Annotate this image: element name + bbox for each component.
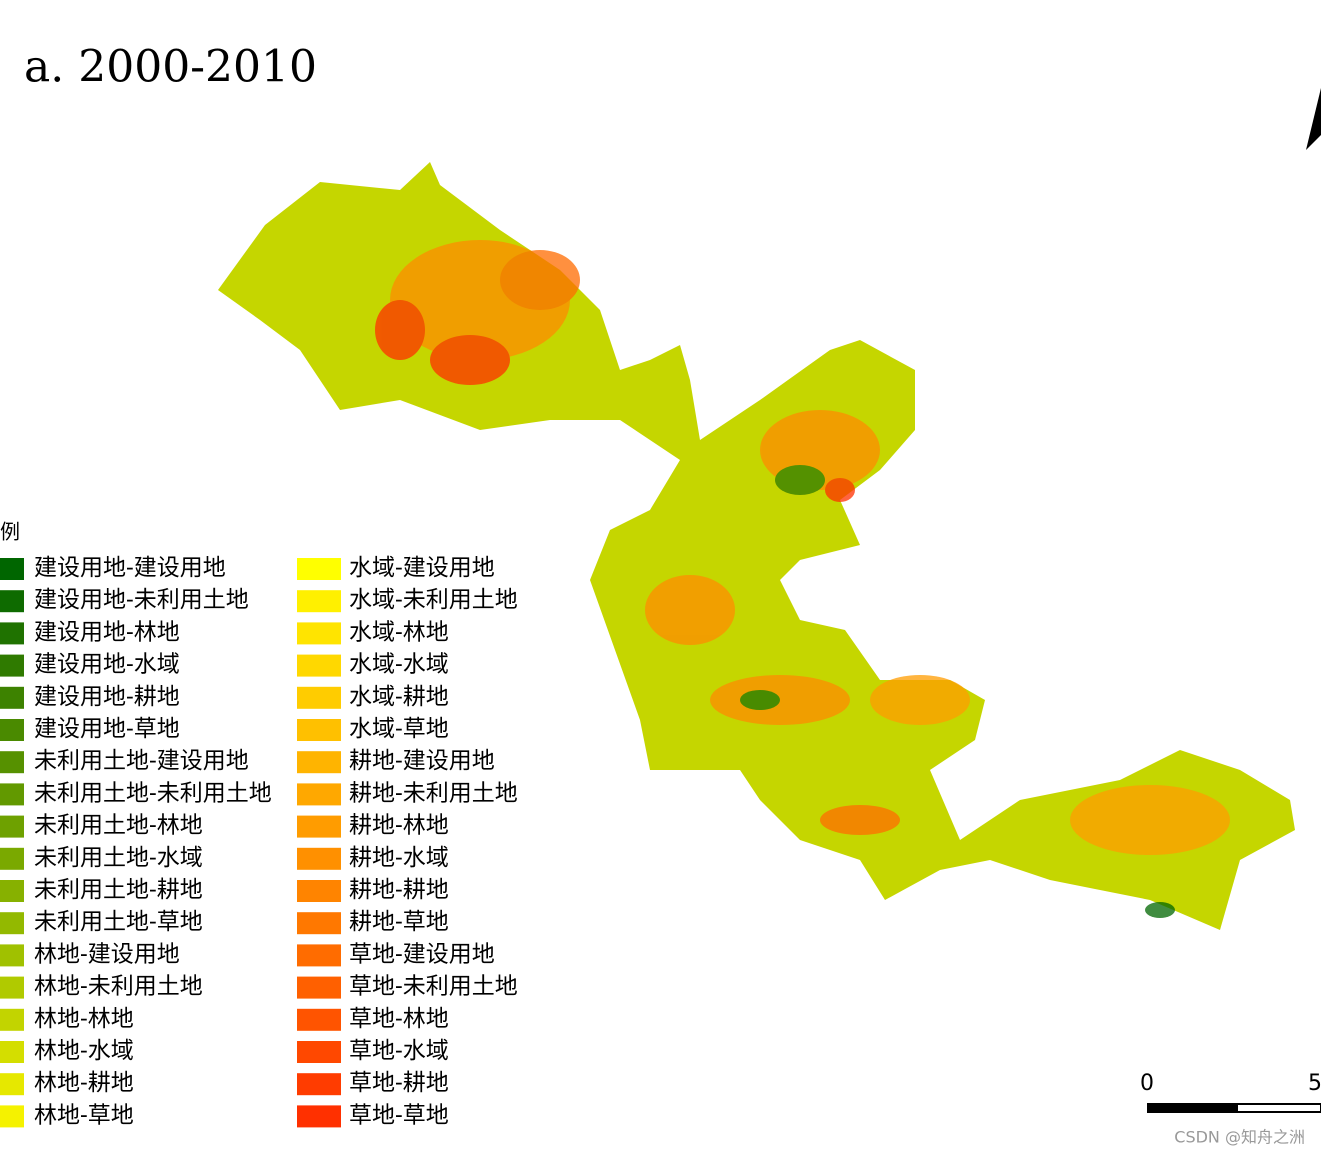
scale-label: 0 xyxy=(1140,1071,1154,1096)
scale-label: 5 xyxy=(1308,1071,1321,1096)
legend-swatch xyxy=(297,912,341,935)
legend-label: 未利用土地-未利用土地 xyxy=(34,780,272,806)
legend-label: 林地-建设用地 xyxy=(34,941,180,967)
north-arrow xyxy=(1306,88,1321,150)
legend-label: 未利用土地-草地 xyxy=(34,909,203,935)
legend-swatch xyxy=(297,590,341,613)
legend-swatch xyxy=(0,751,24,774)
legend-swatch xyxy=(0,847,24,870)
legend-swatch xyxy=(0,1041,24,1063)
legend-label: 草地-林地 xyxy=(349,1006,449,1032)
map-title: a. 2000-2010 xyxy=(24,42,317,93)
legend-label: 耕地-林地 xyxy=(349,813,449,839)
legend-label: 建设用地-耕地 xyxy=(34,684,180,710)
legend-label: 水域-草地 xyxy=(349,716,449,742)
legend-label: 水域-水域 xyxy=(349,652,449,678)
legend-swatch xyxy=(297,1041,341,1063)
legend-swatch xyxy=(297,944,341,967)
legend-swatch xyxy=(297,654,341,677)
legend-label: 建设用地-水域 xyxy=(34,652,180,678)
legend-label: 建设用地-林地 xyxy=(34,619,180,645)
legend-swatch xyxy=(297,686,341,709)
legend-swatch xyxy=(297,622,341,645)
legend-swatch xyxy=(297,976,341,999)
legend-label: 林地-未利用土地 xyxy=(34,974,203,1000)
legend-swatch xyxy=(0,1105,24,1128)
legend-swatch xyxy=(297,1008,341,1031)
legend-label: 林地-林地 xyxy=(34,1006,134,1032)
legend-label: 建设用地-建设用地 xyxy=(34,555,226,581)
legend-label: 草地-耕地 xyxy=(349,1070,449,1096)
legend-label: 林地-草地 xyxy=(34,1102,134,1128)
legend-swatch xyxy=(297,751,341,774)
legend-label: 未利用土地-建设用地 xyxy=(34,748,249,774)
legend-swatch xyxy=(297,847,341,870)
legend-swatch xyxy=(297,558,341,580)
legend-swatch xyxy=(0,1073,24,1096)
watermark: CSDN @知舟之洲 xyxy=(1174,1128,1305,1147)
legend-swatch xyxy=(0,912,24,935)
legend-swatch xyxy=(0,686,24,709)
legend-label: 耕地-耕地 xyxy=(349,877,449,903)
legend-label: 草地-未利用土地 xyxy=(349,974,518,1000)
legend-swatch xyxy=(0,654,24,677)
legend-swatch xyxy=(297,1073,341,1096)
legend-label: 草地-水域 xyxy=(349,1038,449,1064)
legend-label: 建设用地-草地 xyxy=(34,716,180,742)
legend-title: 图例 xyxy=(0,520,20,544)
legend-label: 未利用土地-耕地 xyxy=(34,877,203,903)
legend-swatch xyxy=(0,1008,24,1031)
legend: 建设用地-建设用地建设用地-未利用土地建设用地-林地建设用地-水域建设用地-耕地… xyxy=(0,555,518,1128)
legend-swatch xyxy=(0,944,24,967)
legend-swatch xyxy=(297,880,341,902)
legend-label: 林地-水域 xyxy=(34,1038,134,1064)
legend-label: 水域-耕地 xyxy=(349,684,449,710)
legend-swatch xyxy=(297,815,341,838)
legend-label: 未利用土地-林地 xyxy=(34,813,203,839)
legend-swatch xyxy=(0,976,24,999)
legend-label: 林地-耕地 xyxy=(34,1070,134,1096)
scale-bar-segment xyxy=(1147,1103,1237,1113)
legend-label: 耕地-未利用土地 xyxy=(349,780,518,806)
legend-label: 水域-林地 xyxy=(349,619,449,645)
legend-label: 水域-未利用土地 xyxy=(349,587,518,613)
legend-swatch xyxy=(297,1105,341,1128)
legend-label: 耕地-草地 xyxy=(349,909,449,935)
change-patches xyxy=(375,240,1230,918)
legend-label: 耕地-建设用地 xyxy=(349,748,495,774)
legend-label: 水域-建设用地 xyxy=(349,555,495,581)
scale-bar-segment xyxy=(1236,1103,1321,1113)
legend-label: 草地-草地 xyxy=(349,1102,449,1128)
legend-swatch xyxy=(297,719,341,741)
legend-label: 建设用地-未利用土地 xyxy=(34,587,249,613)
legend-label: 草地-建设用地 xyxy=(349,941,495,967)
legend-swatch xyxy=(0,783,24,806)
legend-swatch xyxy=(0,880,24,902)
legend-label: 耕地-水域 xyxy=(349,845,449,871)
legend-label: 未利用土地-水域 xyxy=(34,845,203,871)
legend-swatch xyxy=(0,815,24,838)
legend-swatch xyxy=(0,622,24,645)
legend-swatch xyxy=(297,783,341,806)
region xyxy=(218,162,1295,930)
legend-swatch xyxy=(0,590,24,613)
legend-swatch xyxy=(0,558,24,580)
legend-swatch xyxy=(0,719,24,741)
scale-bar: 0 5 xyxy=(1140,1071,1321,1113)
